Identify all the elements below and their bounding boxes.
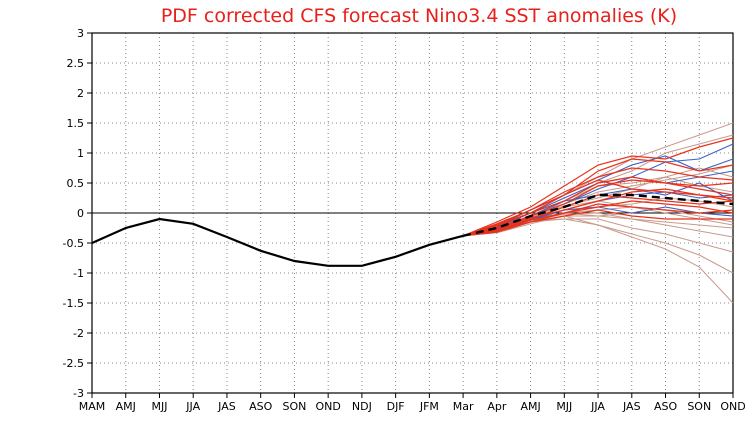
y-tick-label: 0.5 [67, 177, 85, 190]
member-line-red [462, 167, 734, 237]
y-tick-label: 1.5 [67, 117, 85, 130]
x-tick-label: JJA [185, 400, 200, 413]
x-tick-label: Mar [453, 400, 474, 413]
x-tick-label: OND [315, 400, 340, 413]
member-line-red [462, 176, 734, 237]
x-tick-label: MJJ [151, 400, 167, 413]
y-tick-label: -0.5 [63, 237, 84, 250]
x-tick-label: JJA [590, 400, 605, 413]
x-tick-label: SON [687, 400, 711, 413]
x-tick-label: MJJ [556, 400, 572, 413]
member-line-red [463, 200, 734, 237]
axes [87, 32, 734, 398]
x-tick-label: ASO [249, 400, 273, 413]
x-tick-label: SON [282, 400, 306, 413]
x-tick-label: NDJ [352, 400, 372, 413]
main-lines [91, 193, 734, 267]
member-line-red [462, 137, 734, 237]
x-tick-label: DJF [387, 400, 405, 413]
y-tick-label: 1 [77, 147, 84, 160]
y-tick-label: -3 [73, 387, 84, 400]
y-tick-label: -1.5 [63, 297, 84, 310]
x-tick-label: MAM [79, 400, 106, 413]
y-tick-label: 2.5 [67, 57, 85, 70]
x-tick-label: JFM [419, 400, 439, 413]
x-tick-label: AMJ [116, 400, 136, 413]
y-tick-label: 0 [77, 207, 84, 220]
x-tick-label: Apr [487, 400, 507, 413]
y-tick-label: -2 [73, 327, 84, 340]
x-tick-label: JAS [622, 400, 641, 413]
x-tick-label: OND [720, 400, 745, 413]
y-tick-label: 3 [77, 27, 84, 40]
x-tick-label: AMJ [520, 400, 540, 413]
y-tick-label: -1 [73, 267, 84, 280]
member-line-red [462, 158, 734, 237]
y-tick-label: -2.5 [63, 357, 84, 370]
member-line-red [462, 194, 734, 237]
member-line-red [463, 209, 733, 237]
y-tick-label: 2 [77, 87, 84, 100]
chart-title: PDF corrected CFS forecast Nino3.4 SST a… [161, 5, 677, 27]
observed-line [91, 217, 464, 267]
ensemble-mean-line [462, 193, 734, 237]
x-tick-label: JAS [217, 400, 236, 413]
member-line-red [462, 179, 734, 237]
x-tick-label: ASO [654, 400, 678, 413]
